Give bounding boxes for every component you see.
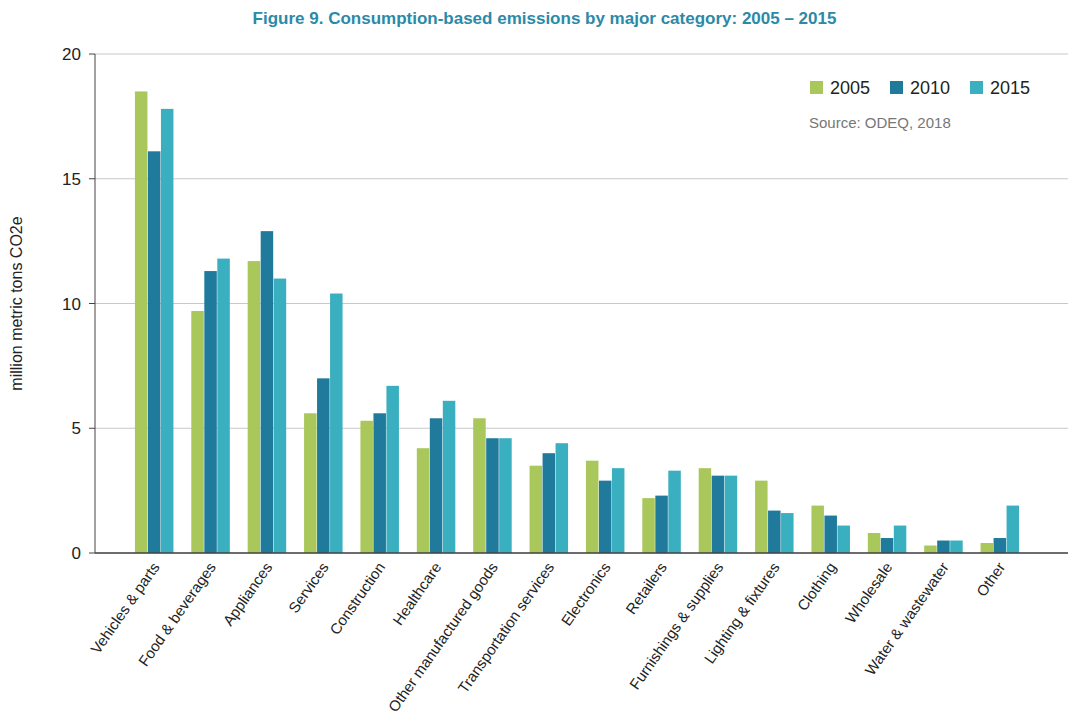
x-tick-label: Lighting & fixtures xyxy=(700,559,782,666)
x-tick-label: Food & beverages xyxy=(135,559,219,669)
x-tick-label: Wholesale xyxy=(841,559,895,626)
chart-svg: Figure 9. Consumption-based emissions by… xyxy=(0,0,1069,717)
bar xyxy=(924,546,937,553)
bar xyxy=(781,513,794,553)
bar xyxy=(386,386,399,553)
bar xyxy=(586,461,599,553)
y-tick xyxy=(89,553,95,554)
bar xyxy=(642,498,655,553)
bar xyxy=(161,109,174,553)
bar xyxy=(274,279,287,553)
bars xyxy=(135,91,1019,553)
bar xyxy=(881,538,894,553)
x-tick-label: Construction xyxy=(326,559,388,638)
y-tick xyxy=(89,54,95,55)
legend-swatch xyxy=(810,81,823,94)
grid-line xyxy=(95,553,1068,554)
x-tick-label: Other xyxy=(973,559,1008,599)
bar xyxy=(443,401,456,553)
bar xyxy=(543,453,556,553)
bar xyxy=(668,471,681,553)
y-tick xyxy=(89,303,95,304)
x-tick-label: Electronics xyxy=(558,559,614,629)
bar xyxy=(755,481,768,553)
bar xyxy=(148,151,161,553)
bar xyxy=(360,421,373,553)
bar xyxy=(868,533,881,553)
bar xyxy=(204,271,217,553)
bar xyxy=(612,468,625,553)
bar xyxy=(430,418,443,553)
y-tick-label: 0 xyxy=(72,544,81,563)
bar xyxy=(248,261,261,553)
y-tick-label: 10 xyxy=(62,295,81,314)
bar xyxy=(217,259,230,553)
x-tick-label: Transportation services xyxy=(454,559,557,696)
grid-line xyxy=(95,303,1068,304)
x-axis xyxy=(95,552,1068,554)
legend-swatch xyxy=(890,81,903,94)
bar xyxy=(950,541,963,553)
bar xyxy=(1007,506,1020,553)
bar xyxy=(499,438,512,553)
annotation: Source: ODEQ, 2018 xyxy=(809,114,951,131)
grid-line xyxy=(95,178,1068,179)
bar xyxy=(530,466,543,553)
bar xyxy=(304,413,317,553)
x-tick-label: Retailers xyxy=(622,559,670,617)
bar xyxy=(894,526,907,553)
bar xyxy=(599,481,612,553)
y-tick-label: 15 xyxy=(62,170,81,189)
bar xyxy=(811,506,824,553)
bar xyxy=(330,294,343,553)
x-tick-label: Services xyxy=(285,559,332,616)
grid-line xyxy=(95,54,1068,55)
x-tick-label: Other manufactured goods xyxy=(385,559,501,715)
x-tick-label: Clothing xyxy=(794,559,839,614)
title: Figure 9. Consumption-based emissions by… xyxy=(253,9,837,28)
legend: 2005 2010 2015 xyxy=(810,78,1030,98)
chart-container: Figure 9. Consumption-based emissions by… xyxy=(0,0,1069,717)
y-tick-label: 20 xyxy=(62,45,81,64)
bar xyxy=(937,541,950,553)
grid-line xyxy=(95,428,1068,429)
y-axis-label: million metric tons CO2e xyxy=(8,216,25,390)
bar xyxy=(473,418,486,553)
x-tick-label: Furnishings & supplies xyxy=(626,559,726,692)
bar xyxy=(373,413,386,553)
x-tick-label: Water & wastewater xyxy=(861,559,952,678)
legend-label: 2005 xyxy=(830,78,870,98)
legend-swatch xyxy=(970,81,983,94)
bar xyxy=(994,538,1007,553)
x-tick-label: Appliances xyxy=(219,559,275,629)
bar xyxy=(837,526,850,553)
bar xyxy=(712,476,725,553)
bar xyxy=(768,511,781,553)
legend-label: 2010 xyxy=(910,78,950,98)
bar xyxy=(981,543,994,553)
y-tick xyxy=(89,428,95,429)
bar xyxy=(417,448,430,553)
bar xyxy=(556,443,569,553)
y-tick xyxy=(89,178,95,179)
bar xyxy=(699,468,712,553)
bar xyxy=(655,496,668,553)
bar xyxy=(824,516,837,553)
y-tick-label: 5 xyxy=(72,419,81,438)
bar xyxy=(486,438,499,553)
y-axis xyxy=(95,54,96,553)
legend-label: 2015 xyxy=(990,78,1030,98)
bar xyxy=(135,91,148,553)
bar xyxy=(725,476,738,553)
x-tick-label: Healthcare xyxy=(389,559,445,628)
bar xyxy=(317,378,330,553)
bar xyxy=(191,311,204,553)
bar xyxy=(261,231,274,553)
